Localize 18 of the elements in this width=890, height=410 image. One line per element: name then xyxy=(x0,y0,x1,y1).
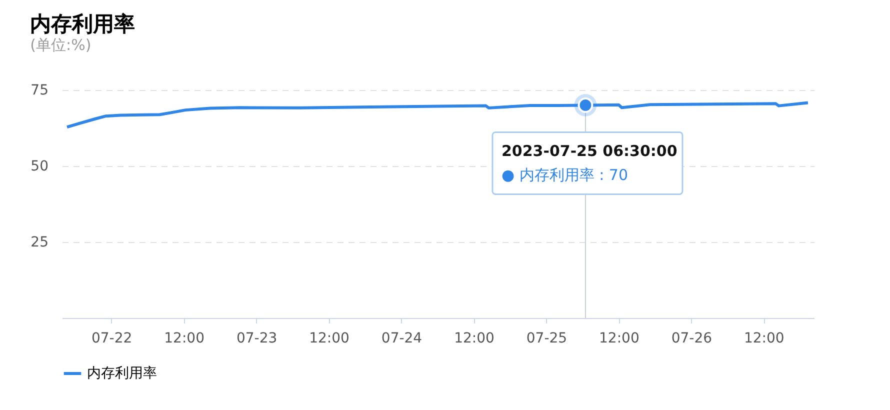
x-tick-label: 12:00 xyxy=(309,330,350,346)
x-tick-label: 12:00 xyxy=(454,330,494,346)
annotation: 2023-07-25 06:30:00 xyxy=(501,142,678,160)
chart-title: 内存利用率 xyxy=(30,12,136,36)
x-tick-label: 12:00 xyxy=(164,330,204,346)
annotation: ● 内存利用率 : 70 xyxy=(501,166,628,184)
x-tick-label: 07-24 xyxy=(381,330,422,346)
y-tick-label: 50 xyxy=(30,158,48,174)
x-tick-label: 07-26 xyxy=(671,330,712,346)
x-tick-label: 12:00 xyxy=(744,330,784,346)
y-tick-label: 25 xyxy=(30,234,48,250)
x-tick-label: 07-23 xyxy=(236,330,278,346)
x-tick-label: 07-25 xyxy=(526,330,568,346)
x-tick-label: 07-22 xyxy=(91,330,132,346)
x-tick-label: 12:00 xyxy=(599,330,640,346)
y-tick-label: 75 xyxy=(30,82,48,98)
chart-subtitle: (单位:%) xyxy=(30,36,92,54)
legend-label: 内存利用率 xyxy=(87,366,157,382)
